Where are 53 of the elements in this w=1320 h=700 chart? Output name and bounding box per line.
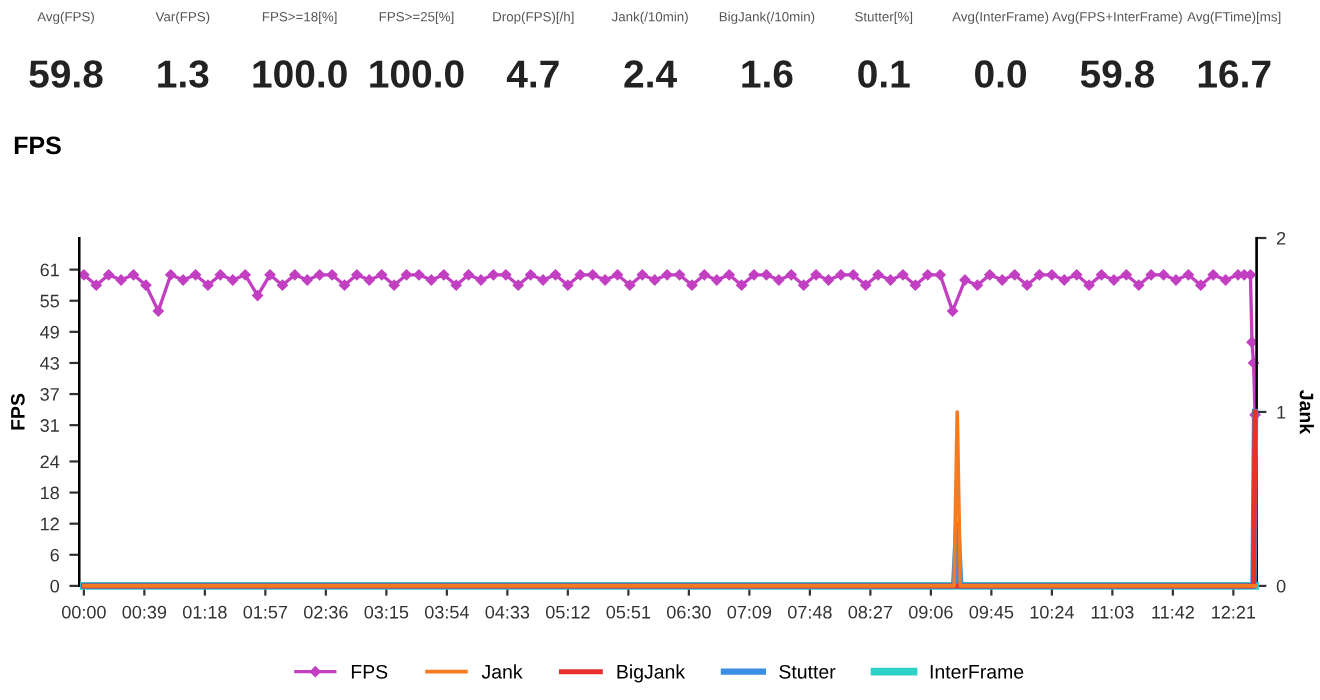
x-tick-label: 12:21 [1212,605,1256,619]
y-tick-label: 43 [40,356,59,370]
x-tick-label: 05:51 [606,605,651,619]
y2-tick-label: 0 [1276,579,1286,593]
y2-axis-title: Jank [1299,390,1314,435]
legend-label: Jank [481,664,523,679]
x-tick-label: 00:00 [61,605,106,619]
x-tick-label: 05:12 [545,605,590,619]
text: 100.0 [253,60,347,88]
text: 1.6 [742,60,793,88]
text: 59.8 [1080,60,1155,88]
text: 0.0 [975,60,1026,88]
y2-tick-label: 2 [1276,231,1286,245]
y-tick-label: 18 [41,486,59,500]
text: 59.8 [29,60,103,88]
x-tick-label: 08:27 [848,605,893,619]
text: 4.7 [506,60,559,88]
x-tick-label: 06:30 [666,605,711,619]
y-tick-label: 61 [40,263,59,277]
y-tick-label: 0 [50,579,60,593]
x-tick-label: 00:39 [122,605,167,619]
y2-tick-label: 1 [1277,406,1286,419]
y-tick-label: 6 [50,548,59,562]
legend-label: BigJank [617,664,686,683]
y-tick-label: 55 [40,294,59,308]
x-tick-label: 03:15 [364,605,409,619]
text: 0.1 [858,60,910,88]
y-tick-label: 12 [41,517,59,531]
text: 16.7 [1198,60,1271,88]
chart-title: FPS [14,136,61,155]
y-tick-label: 49 [40,325,59,339]
x-tick-label: 03:54 [424,605,469,619]
text: 1.3 [158,60,209,88]
x-tick-label: 11:03 [1091,605,1134,619]
x-tick-label: 11:42 [1152,605,1194,619]
legend-label: FPS [351,664,388,679]
y-tick-label: 24 [40,455,60,469]
text: 2.4 [624,60,677,88]
legend-label: Stutter [779,664,836,679]
x-tick-label: 01:18 [182,605,227,619]
text: 100.0 [370,60,464,88]
y-axis-title: FPS [10,393,25,430]
x-tick-label: 07:09 [727,605,772,619]
x-tick-label: 01:57 [243,605,288,619]
x-tick-label: 09:45 [969,605,1014,619]
legend-label: InterFrame [930,665,1024,679]
x-tick-label: 02:36 [303,605,348,619]
x-tick-label: 07:48 [787,605,832,619]
x-tick-label: 09:06 [908,605,953,619]
y-tick-label: 31 [40,419,59,432]
x-tick-label: 10:24 [1030,605,1074,619]
x-tick-label: 04:33 [485,605,530,619]
y-tick-label: 37 [40,388,59,401]
